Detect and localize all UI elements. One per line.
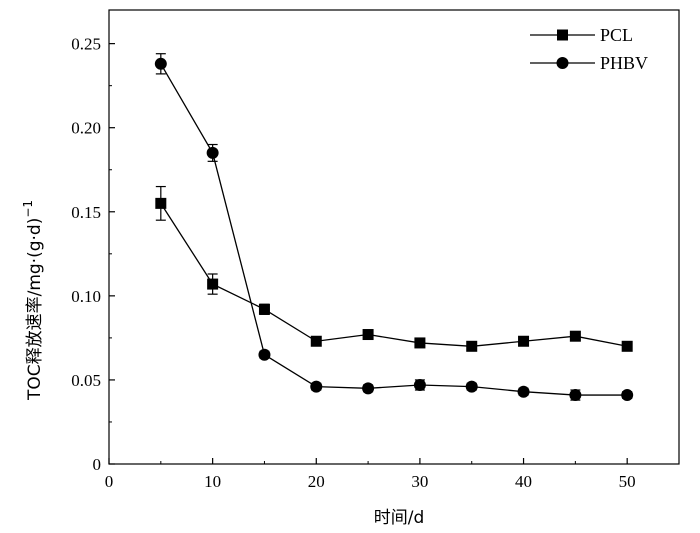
- plot-frame: [108, 9, 680, 465]
- data-point-phbv: [413, 378, 426, 391]
- y-tick-label-3: 0.15: [71, 203, 101, 222]
- legend-label: PHBV: [600, 53, 648, 73]
- y-axis-title: TOC释放速率/mg·(g·d)−1: [21, 200, 45, 401]
- series-layer: [154, 53, 634, 402]
- series-pcl: [155, 185, 633, 352]
- data-point-phbv: [362, 382, 375, 395]
- data-point-phbv: [310, 380, 323, 393]
- legend-marker: [556, 57, 569, 69]
- series-line-phbv: [160, 63, 628, 396]
- x-tick-label-10: 10: [204, 472, 221, 491]
- data-point-pcl: [310, 335, 322, 347]
- legend-marker: [557, 29, 568, 41]
- legend-label: PCL: [600, 25, 633, 45]
- y-tick-label-4: 0.20: [71, 119, 101, 138]
- x-tick-label-20: 20: [308, 472, 325, 491]
- data-point-pcl: [466, 340, 478, 352]
- x-tick-label-40: 40: [515, 472, 532, 491]
- series-line-pcl: [160, 203, 628, 347]
- legend-entry-phbv: PHBV: [530, 53, 648, 73]
- y-tick-label-5: 0.25: [71, 35, 101, 54]
- x-tick-label-0: 0: [105, 472, 114, 491]
- y-axis-title-main: TOC释放速率/mg·(g·d): [25, 218, 45, 401]
- y-tick-label-0: 0: [93, 455, 102, 474]
- data-point-pcl: [258, 303, 270, 315]
- data-point-pcl: [362, 329, 374, 341]
- legend-entry-pcl: PCL: [530, 25, 633, 45]
- data-point-phbv: [154, 57, 167, 70]
- y-tick-label-2: 0.10: [71, 287, 101, 306]
- y-tick-label-1: 0.05: [71, 371, 101, 390]
- data-point-phbv: [258, 348, 271, 361]
- data-point-phbv: [569, 389, 582, 402]
- x-tick-label-50: 50: [619, 472, 636, 491]
- data-point-pcl: [414, 337, 426, 349]
- data-point-phbv: [517, 385, 530, 398]
- data-point-pcl: [569, 330, 581, 342]
- data-point-pcl: [207, 278, 219, 290]
- data-point-pcl: [155, 197, 167, 209]
- x-axis-title: 时间/d: [374, 508, 425, 528]
- data-point-phbv: [621, 389, 634, 402]
- x-tick-label-30: 30: [411, 472, 428, 491]
- series-phbv: [154, 53, 634, 402]
- data-point-pcl: [518, 335, 530, 347]
- data-point-pcl: [621, 340, 633, 352]
- data-point-phbv: [206, 146, 219, 159]
- legend: PCL PHBV: [530, 25, 648, 73]
- y-axis-title-exponent: −1: [21, 200, 35, 218]
- data-point-phbv: [465, 380, 478, 393]
- axes: 0 10 20 30 40 50 0 0.05 0.10 0.15 0.20 0.25: [71, 9, 680, 491]
